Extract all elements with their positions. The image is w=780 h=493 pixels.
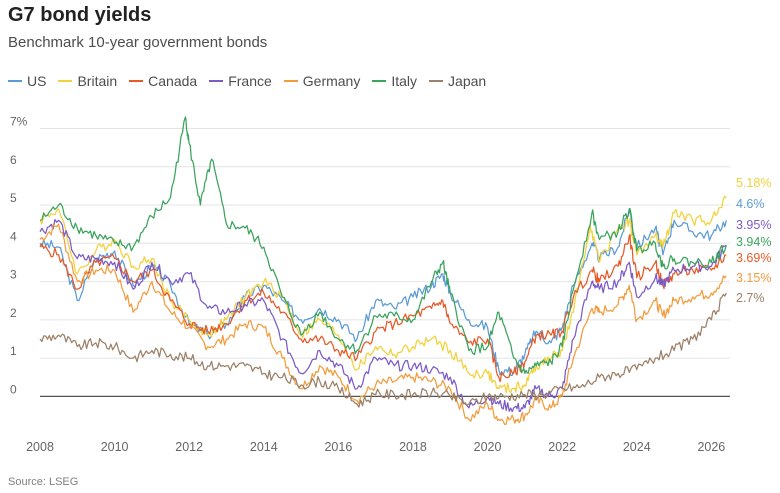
y-tick-label: 2 [10, 306, 17, 320]
x-tick-label: 2016 [324, 440, 352, 454]
y-tick-label: 0 [10, 382, 17, 396]
y-tick-label: 5 [10, 191, 17, 205]
chart-subtitle: Benchmark 10-year government bonds [8, 34, 268, 51]
legend-swatch [429, 80, 444, 82]
y-tick-label: 3 [10, 268, 17, 282]
chart-title: G7 bond yields [8, 4, 152, 26]
x-tick-label: 2026 [697, 440, 725, 454]
x-tick-label: 2024 [623, 440, 651, 454]
legend-label: France [228, 73, 272, 89]
legend-swatch [8, 80, 22, 82]
legend-item-us: US [8, 73, 46, 89]
series-line-germany [39, 223, 727, 426]
legend-swatch [129, 80, 144, 82]
x-tick-label: 2008 [26, 440, 54, 454]
legend-item-italy: Italy [372, 73, 417, 89]
series-line-canada [39, 234, 727, 383]
end-label-us: 4.6% [736, 197, 765, 211]
x-tick-label: 2014 [250, 440, 278, 454]
end-label-italy: 3.94% [736, 235, 771, 249]
end-label-japan: 2.7% [736, 291, 765, 305]
y-tick-label: 1 [10, 344, 17, 358]
legend-label: Italy [391, 73, 418, 89]
x-tick-label: 2012 [175, 440, 203, 454]
series-line-italy [39, 116, 727, 375]
legend-label: Britain [77, 73, 118, 89]
series-line-france [39, 218, 727, 413]
legend-swatch [283, 80, 298, 82]
legend-label: Japan [448, 73, 487, 89]
legend-label: Canada [148, 73, 198, 89]
y-tick-label: 7% [10, 114, 28, 128]
legend-swatch [58, 80, 73, 82]
series-line-japan [39, 292, 727, 408]
legend-item-britain: Britain [58, 73, 117, 89]
y-tick-label: 6 [10, 153, 17, 167]
y-tick-label: 4 [10, 229, 17, 243]
x-tick-label: 2022 [548, 440, 576, 454]
legend-swatch [372, 80, 387, 82]
end-label-britain: 5.18% [736, 176, 771, 190]
legend-item-germany: Germany [283, 73, 361, 89]
legend-label: US [27, 73, 47, 89]
end-label-canada: 3.69% [736, 251, 771, 265]
x-tick-label: 2010 [101, 440, 129, 454]
line-chart: 7% 6 5 4 3 2 1 0 2008 2010 2012 2014 2016 2018 2020 202… [10, 114, 771, 454]
legend-item-japan: Japan [429, 73, 486, 89]
x-tick-label: 2018 [399, 440, 427, 454]
x-tick-label: 2020 [474, 440, 502, 454]
legend-swatch [209, 80, 224, 82]
legend-item-canada: Canada [129, 73, 197, 89]
legend-item-france: France [209, 73, 272, 89]
end-label-france: 3.95% [736, 218, 771, 232]
legend: US Britain Canada France Germany Italy Japan [8, 72, 498, 90]
legend-label: Germany [302, 73, 361, 89]
end-label-germany: 3.15% [736, 271, 771, 285]
source-note: Source: LSEG [8, 476, 79, 488]
